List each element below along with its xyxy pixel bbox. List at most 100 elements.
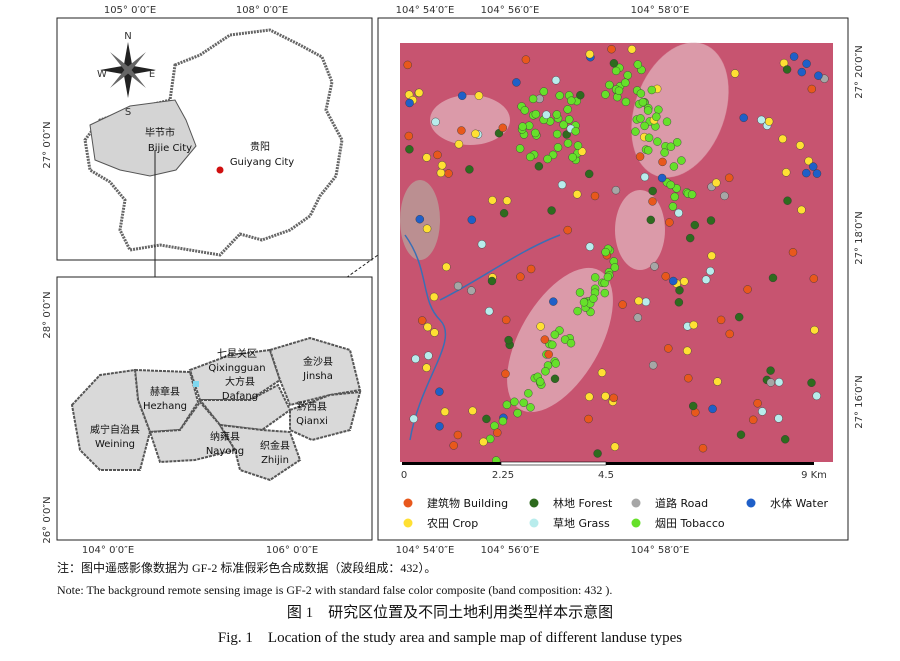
label: 104° 54′0″E (396, 5, 455, 16)
sample-point (660, 148, 669, 157)
sample-point (477, 240, 487, 249)
sample-point (810, 325, 819, 335)
sample-point (753, 399, 762, 408)
label: E (149, 69, 155, 80)
sample-point (802, 168, 811, 178)
sample-point (609, 59, 619, 68)
sample-point (424, 351, 433, 360)
sample-point (531, 109, 540, 119)
sample-point (687, 190, 697, 199)
sample-point (479, 437, 488, 447)
river (439, 234, 561, 301)
sample-point (720, 191, 729, 201)
sample-point (644, 133, 654, 143)
sample-point (442, 262, 451, 272)
sample-point (706, 216, 716, 225)
sample-point (635, 152, 645, 161)
sample-point (465, 165, 474, 174)
sample-point (804, 156, 813, 166)
sample-point (510, 397, 519, 406)
sample-point (725, 329, 734, 339)
sample-point (807, 378, 816, 387)
sample-point (544, 350, 553, 359)
sample-point (457, 126, 466, 135)
guiyang-point (216, 166, 224, 174)
sample-point (610, 263, 619, 272)
sample-point (609, 393, 618, 403)
sample-point (736, 430, 746, 439)
legend-label: 林地 Forest (553, 496, 613, 510)
sample-point (458, 91, 467, 101)
sample-point (575, 288, 585, 297)
sample-point (430, 328, 439, 337)
sample-point (563, 139, 573, 148)
sample-point (591, 273, 600, 282)
sample-point (547, 206, 556, 215)
label: Guiyang City (230, 157, 294, 168)
sample-point (621, 78, 630, 87)
sample-point (611, 185, 621, 195)
sample-point (550, 330, 559, 339)
sample-point (543, 154, 552, 164)
sample-point (585, 392, 594, 401)
sample-point (433, 150, 442, 160)
sample-point (636, 89, 646, 98)
label: 2.25 (492, 470, 514, 481)
legend-label: 烟田 Tobacco (655, 516, 725, 530)
sample-point (590, 191, 600, 201)
label: S (125, 107, 131, 118)
sample-point (648, 197, 657, 206)
sample-point (674, 298, 684, 307)
sample-point (653, 137, 662, 146)
sample-point (435, 422, 444, 431)
sample-point (563, 105, 572, 114)
sample-point (634, 296, 643, 306)
sample-point (528, 94, 538, 104)
sample-point (647, 85, 656, 95)
sample-point (551, 359, 560, 368)
label: 104° 58′0″E (631, 5, 690, 16)
sample-point (498, 123, 507, 133)
sample-point (552, 110, 561, 119)
sample-point (605, 80, 614, 90)
sample-point (666, 180, 675, 190)
sample-point (683, 346, 692, 355)
sample-point (621, 97, 631, 107)
sample-point (431, 117, 440, 127)
sample-point (471, 129, 480, 139)
sample-point (524, 389, 533, 398)
sample-point (513, 409, 522, 418)
label: Nayong (206, 446, 244, 457)
sample-point (730, 69, 740, 78)
sample-point (429, 292, 439, 302)
bijie-region (89, 99, 197, 177)
sample-point (553, 143, 563, 152)
sample-point (405, 145, 414, 154)
sample-point (684, 374, 693, 383)
sample-point (648, 186, 657, 196)
sample-point (690, 220, 699, 230)
label: 28° 0′0″N (42, 291, 53, 338)
sample-point (673, 138, 682, 147)
sample-point (716, 315, 726, 325)
sample-point (646, 215, 655, 225)
label: Dafang (222, 391, 258, 402)
sample-point (485, 307, 494, 316)
sample-point (636, 114, 645, 123)
sample-point (449, 441, 458, 450)
sample-point (573, 190, 582, 199)
guizhou-outline (83, 28, 344, 257)
sample-point (531, 128, 540, 138)
legend-swatch (631, 518, 641, 528)
sample-point (640, 172, 649, 182)
sample-point (548, 340, 557, 349)
sample-point (677, 156, 686, 165)
label: Hezhang (143, 401, 187, 412)
label: 104° 56′0″E (481, 5, 540, 16)
sample-point (521, 55, 531, 64)
legend-label: 农田 Crop (427, 516, 478, 530)
sample-point (555, 91, 564, 100)
sample-point (437, 161, 447, 170)
label: 105° 0′0″E (104, 5, 156, 16)
